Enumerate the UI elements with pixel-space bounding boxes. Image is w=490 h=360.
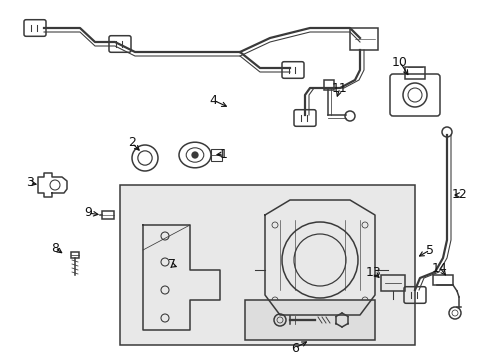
Text: 7: 7	[168, 258, 176, 271]
Text: 11: 11	[332, 81, 348, 94]
Text: 5: 5	[426, 243, 434, 256]
Circle shape	[192, 152, 198, 158]
Text: 6: 6	[291, 342, 299, 355]
Bar	[71, 252, 79, 258]
Bar	[433, 275, 453, 285]
Bar	[324, 80, 334, 90]
Bar	[302, 315, 338, 333]
Bar	[211, 149, 222, 161]
Bar	[102, 211, 114, 219]
Text: 4: 4	[209, 94, 217, 107]
Text: 1: 1	[220, 148, 228, 161]
Text: 2: 2	[128, 136, 136, 149]
Bar	[120, 185, 415, 345]
Text: 3: 3	[26, 176, 34, 189]
Text: 13: 13	[366, 266, 382, 279]
Text: 8: 8	[51, 242, 59, 255]
Text: 10: 10	[392, 55, 408, 68]
Bar	[381, 275, 405, 291]
Bar	[405, 67, 425, 79]
Text: 12: 12	[452, 189, 468, 202]
Text: 14: 14	[432, 261, 448, 274]
Bar	[245, 300, 375, 340]
Bar	[350, 28, 378, 50]
Text: 9: 9	[84, 207, 92, 220]
